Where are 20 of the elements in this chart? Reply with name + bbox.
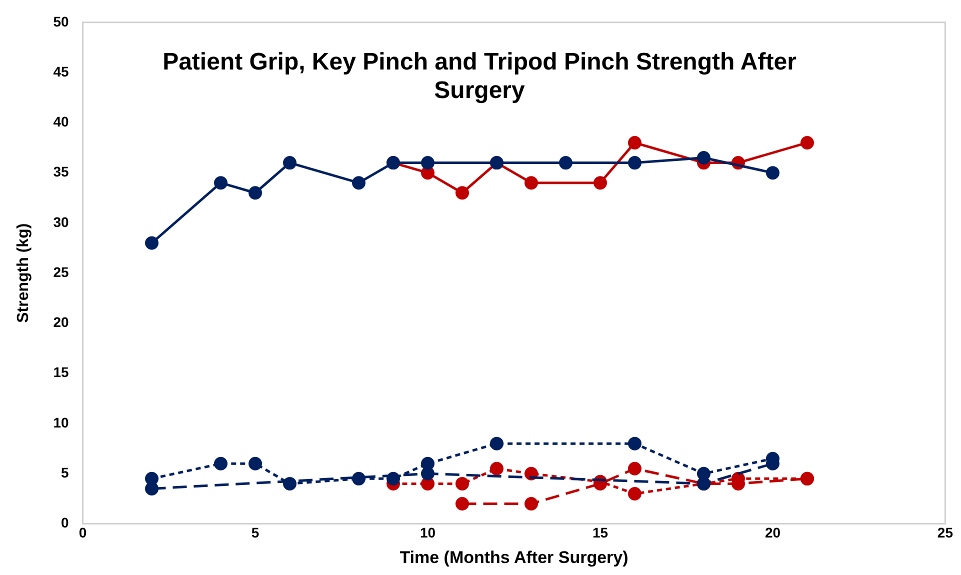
x-tick-label: 15 [592,524,608,541]
y-tick-label: 20 [53,314,69,330]
y-tick-label: 30 [53,214,69,230]
y-tick-label: 0 [60,514,69,531]
y-tick-label: 40 [53,114,69,130]
x-axis-title: Time (Months After Surgery) [400,548,628,568]
x-tick-label: 0 [78,524,87,541]
x-tick-label: 10 [420,524,436,541]
y-tick-label: 50 [53,13,69,30]
y-tick-label: 10 [53,414,69,430]
x-tick-label: 25 [937,524,954,541]
x-tick-label: 5 [251,524,260,541]
y-tick-label: 25 [53,264,69,280]
x-tick-label: 20 [764,524,781,541]
y-axis-title: Strength (kg) [15,223,32,323]
text: Patient Grip, Key Pinch and Tripod Pinch Strength After Surgery [162,48,796,104]
y-tick-label: 5 [60,464,69,481]
y-tick-label: 35 [53,164,69,180]
y-tick-label: 45 [53,63,69,80]
y-tick-label: 15 [53,364,69,380]
